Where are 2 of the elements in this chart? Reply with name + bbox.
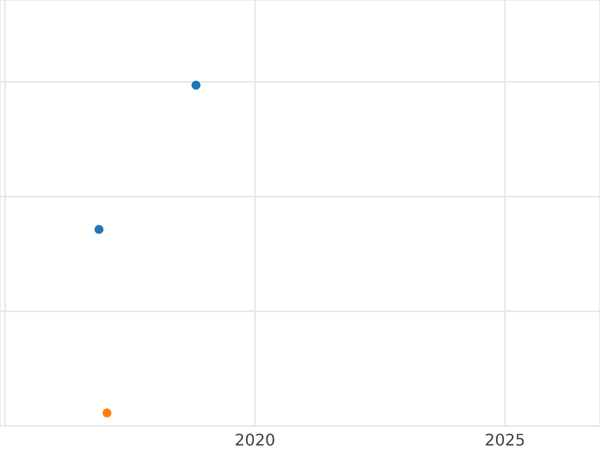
x-tick-label: 2025 [484, 430, 526, 450]
x-tick-label: 2020 [234, 430, 276, 450]
